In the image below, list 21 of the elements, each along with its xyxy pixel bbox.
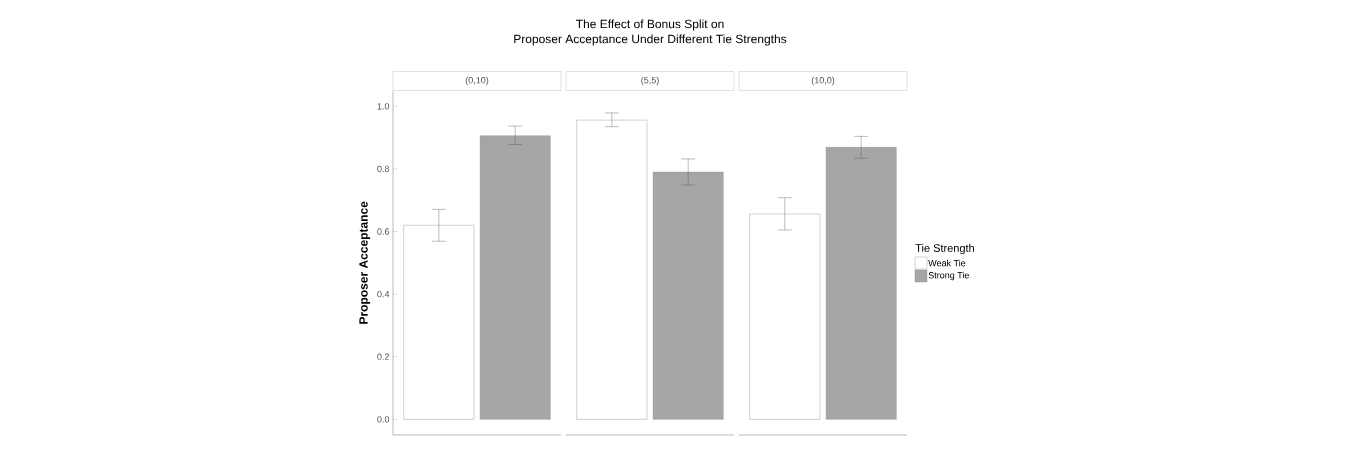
bar (479, 135, 551, 420)
y-tick-label: 0.4 (377, 290, 390, 298)
chart-title: The Effect of Bonus Split on (576, 19, 724, 31)
legend-title: Tie Strength (915, 243, 974, 255)
y-tick-label: 0.8 (377, 165, 390, 173)
bar (652, 171, 724, 420)
y-tick-label: 0.0 (377, 416, 390, 423)
chart-subtitle: Proposer Acceptance Under Different Tie Strengths (514, 34, 787, 46)
x-tick-label: (10,0) (811, 76, 835, 86)
bar (825, 147, 897, 420)
y-tick-label: 1.0 (377, 103, 390, 110)
y-axis-title: Proposer Acceptance (359, 201, 371, 324)
legend-label: Weak Tie (928, 259, 966, 267)
bar (749, 213, 821, 420)
y-tick-label: 0.2 (377, 353, 390, 360)
y-tick-label: 0.6 (377, 228, 390, 235)
bar (576, 119, 648, 420)
x-tick-label: (0,10) (465, 76, 489, 86)
legend-label: Strong Tie (928, 271, 969, 281)
bar (403, 225, 475, 420)
x-tick-label: (5,5) (641, 76, 659, 86)
